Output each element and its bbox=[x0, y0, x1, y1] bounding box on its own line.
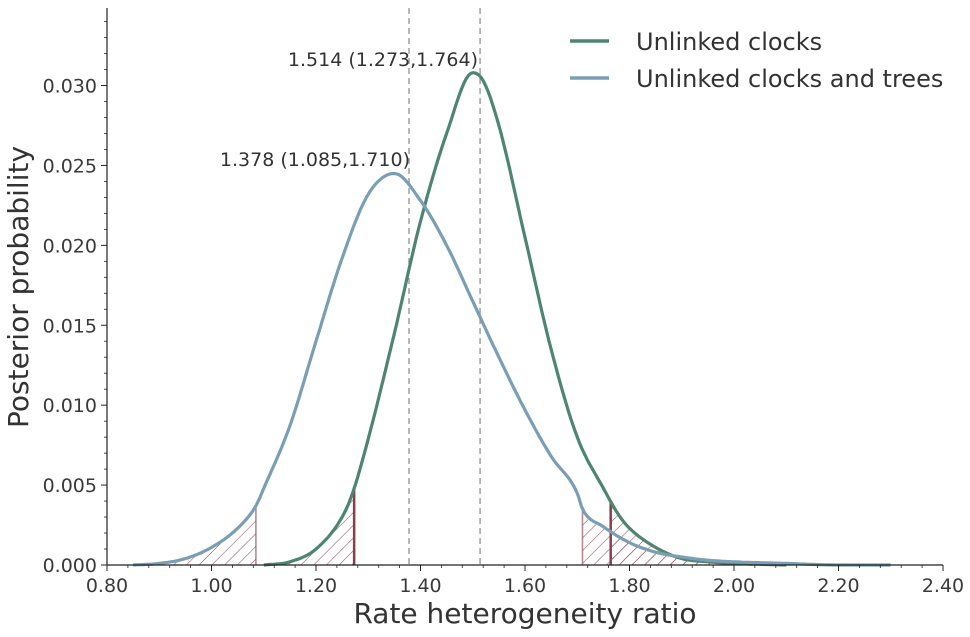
series-1-curve bbox=[133, 171, 891, 567]
axis-ticks: 0.80 1.00 1.20 1.40 1.60 1.80 2.00 2.20 2.40 0.00… bbox=[43, 21, 964, 597]
series-1-hpd-low-tail bbox=[133, 505, 256, 565]
x-tick-label: 2.20 bbox=[817, 575, 859, 597]
x-tick-label: 1.80 bbox=[608, 575, 650, 597]
legend-label-series-1: Unlinked clocks and trees bbox=[636, 65, 943, 93]
x-tick-label: 2.00 bbox=[713, 575, 755, 597]
y-tick-label: 0.030 bbox=[43, 76, 97, 98]
median-reference-lines bbox=[408, 8, 481, 565]
series-0-curve bbox=[263, 71, 787, 567]
y-axis-title: Posterior probability bbox=[2, 146, 35, 428]
density-curves bbox=[133, 71, 891, 567]
y-tick-label: 0.010 bbox=[43, 395, 97, 417]
series-0-hpd-high-tail bbox=[610, 501, 787, 565]
x-axis-title: Rate heterogeneity ratio bbox=[353, 597, 696, 630]
x-tick-label: 1.00 bbox=[190, 575, 232, 597]
series-1-hpd-high-tail bbox=[582, 509, 891, 565]
x-tick-label: 2.40 bbox=[922, 575, 964, 597]
x-tick-label: 1.40 bbox=[399, 575, 441, 597]
y-tick-label: 0.020 bbox=[43, 235, 97, 257]
series-0-median-annotation: 1.514 (1.273,1.764) bbox=[288, 49, 478, 71]
series-0-hpd-low-tail bbox=[263, 488, 355, 565]
y-tick-label: 0.000 bbox=[43, 555, 97, 577]
legend: Unlinked clocks Unlinked clocks and tree… bbox=[570, 28, 943, 93]
hpd-shaded-tails bbox=[133, 488, 891, 565]
legend-label-series-0: Unlinked clocks bbox=[636, 28, 822, 56]
x-tick-label: 0.80 bbox=[86, 575, 128, 597]
x-tick-label: 1.60 bbox=[504, 575, 546, 597]
x-tick-label: 1.20 bbox=[295, 575, 337, 597]
series-1-median-annotation: 1.378 (1.085,1.710) bbox=[220, 149, 410, 171]
y-tick-label: 0.005 bbox=[43, 475, 97, 497]
y-tick-label: 0.015 bbox=[43, 315, 97, 337]
y-tick-label: 0.025 bbox=[43, 155, 97, 177]
